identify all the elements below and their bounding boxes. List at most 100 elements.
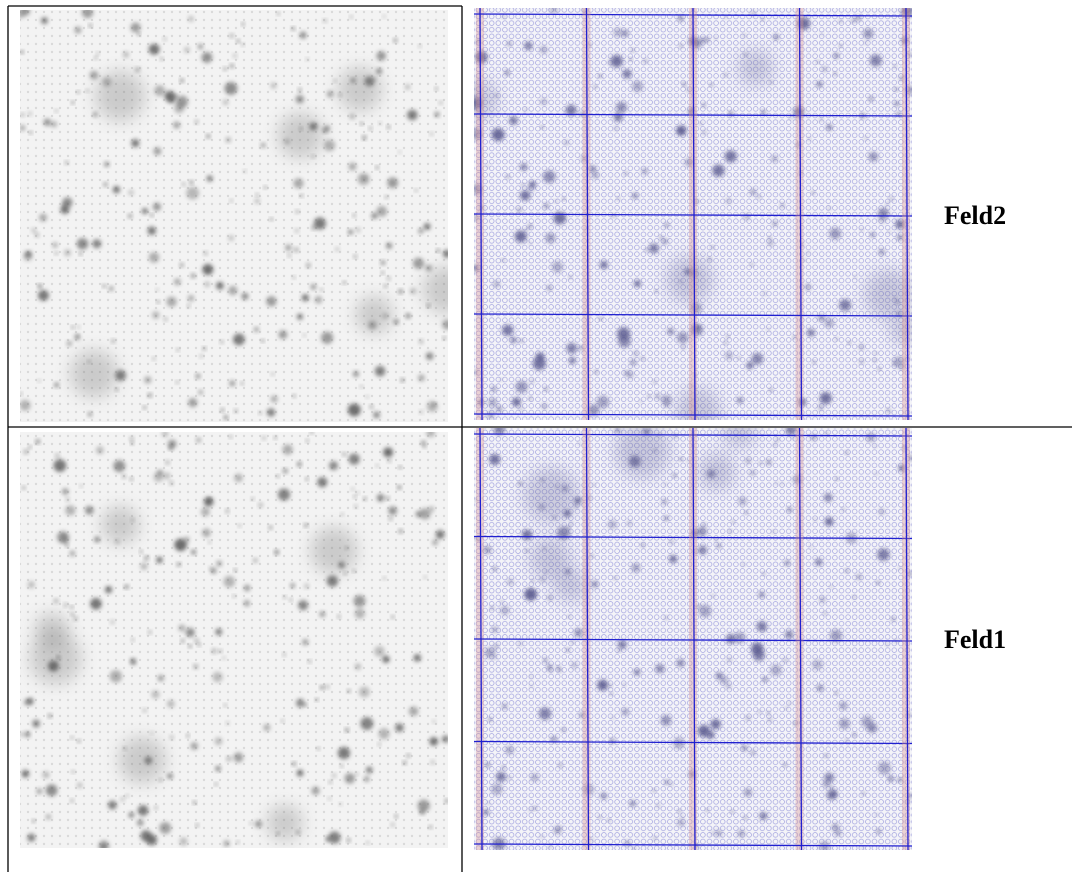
spot	[562, 197, 565, 200]
spot	[405, 84, 410, 89]
spot	[234, 569, 237, 572]
spot	[94, 57, 97, 60]
spot	[768, 236, 771, 239]
spot	[486, 164, 489, 167]
spot	[226, 509, 230, 513]
spot	[410, 288, 416, 294]
spot	[518, 641, 522, 645]
spot	[553, 516, 556, 519]
spot	[562, 485, 568, 491]
spot	[421, 441, 426, 446]
spot	[57, 531, 69, 543]
spot	[28, 581, 35, 588]
spot	[160, 57, 163, 60]
spot	[215, 628, 222, 635]
spot	[19, 125, 25, 131]
spot	[148, 227, 156, 235]
spot	[63, 203, 66, 206]
spot	[729, 530, 732, 533]
spot	[82, 7, 93, 18]
spot	[406, 313, 411, 318]
spot	[818, 404, 824, 410]
spot	[284, 139, 290, 145]
spot	[274, 436, 277, 439]
spot	[543, 171, 555, 183]
spot	[520, 339, 524, 343]
spot	[611, 716, 614, 719]
spot	[233, 595, 236, 598]
spot	[512, 398, 521, 407]
spot	[783, 763, 786, 766]
spot	[622, 69, 631, 78]
spot	[364, 76, 374, 86]
spot	[196, 438, 201, 443]
spot	[96, 52, 99, 55]
spot	[51, 121, 57, 127]
spot	[824, 773, 834, 783]
spot	[256, 193, 259, 196]
spot	[70, 799, 73, 802]
spot	[202, 264, 213, 275]
spot	[524, 42, 532, 50]
spot	[137, 819, 144, 826]
spot	[19, 392, 22, 395]
spot	[377, 494, 384, 501]
spot	[342, 452, 346, 456]
spot	[77, 238, 88, 249]
spot	[55, 252, 58, 255]
spot	[530, 538, 572, 580]
spot	[653, 836, 657, 840]
spot	[507, 41, 512, 46]
spot	[151, 690, 159, 698]
spot	[766, 459, 771, 464]
spot	[398, 289, 402, 293]
spot	[35, 613, 69, 647]
spot	[200, 354, 203, 357]
spot	[350, 15, 353, 18]
spot	[297, 314, 303, 320]
spot	[630, 800, 636, 806]
spot	[567, 526, 570, 529]
spot	[311, 284, 317, 290]
spot	[85, 506, 94, 515]
spot	[153, 203, 161, 211]
spot	[184, 537, 190, 543]
spot	[500, 600, 503, 603]
spot	[594, 85, 597, 88]
spot	[371, 213, 377, 219]
spot	[489, 607, 492, 610]
spot	[529, 242, 532, 245]
spot	[22, 486, 25, 489]
spot	[820, 33, 823, 36]
spot	[824, 754, 828, 758]
spot	[179, 625, 186, 632]
spot	[529, 808, 533, 812]
spot	[227, 756, 232, 761]
spot	[144, 556, 148, 560]
spot	[676, 125, 686, 135]
spot	[845, 569, 848, 572]
spot	[806, 252, 809, 255]
spot	[222, 656, 225, 659]
spot	[123, 51, 129, 57]
spot	[255, 199, 260, 204]
spot	[48, 714, 52, 718]
spot	[282, 444, 292, 454]
spot	[38, 379, 41, 382]
spot	[505, 746, 514, 755]
spot	[376, 51, 386, 61]
spot	[770, 81, 773, 84]
spot	[888, 230, 891, 233]
spot	[167, 700, 174, 707]
spot	[496, 772, 506, 782]
spot	[283, 653, 286, 656]
spot	[894, 101, 899, 106]
spot	[631, 49, 634, 52]
spot	[707, 470, 715, 478]
spot	[879, 509, 885, 515]
spot	[288, 254, 291, 257]
spot	[401, 378, 405, 382]
spot	[378, 728, 389, 739]
spot	[384, 284, 387, 287]
spot	[353, 495, 356, 498]
